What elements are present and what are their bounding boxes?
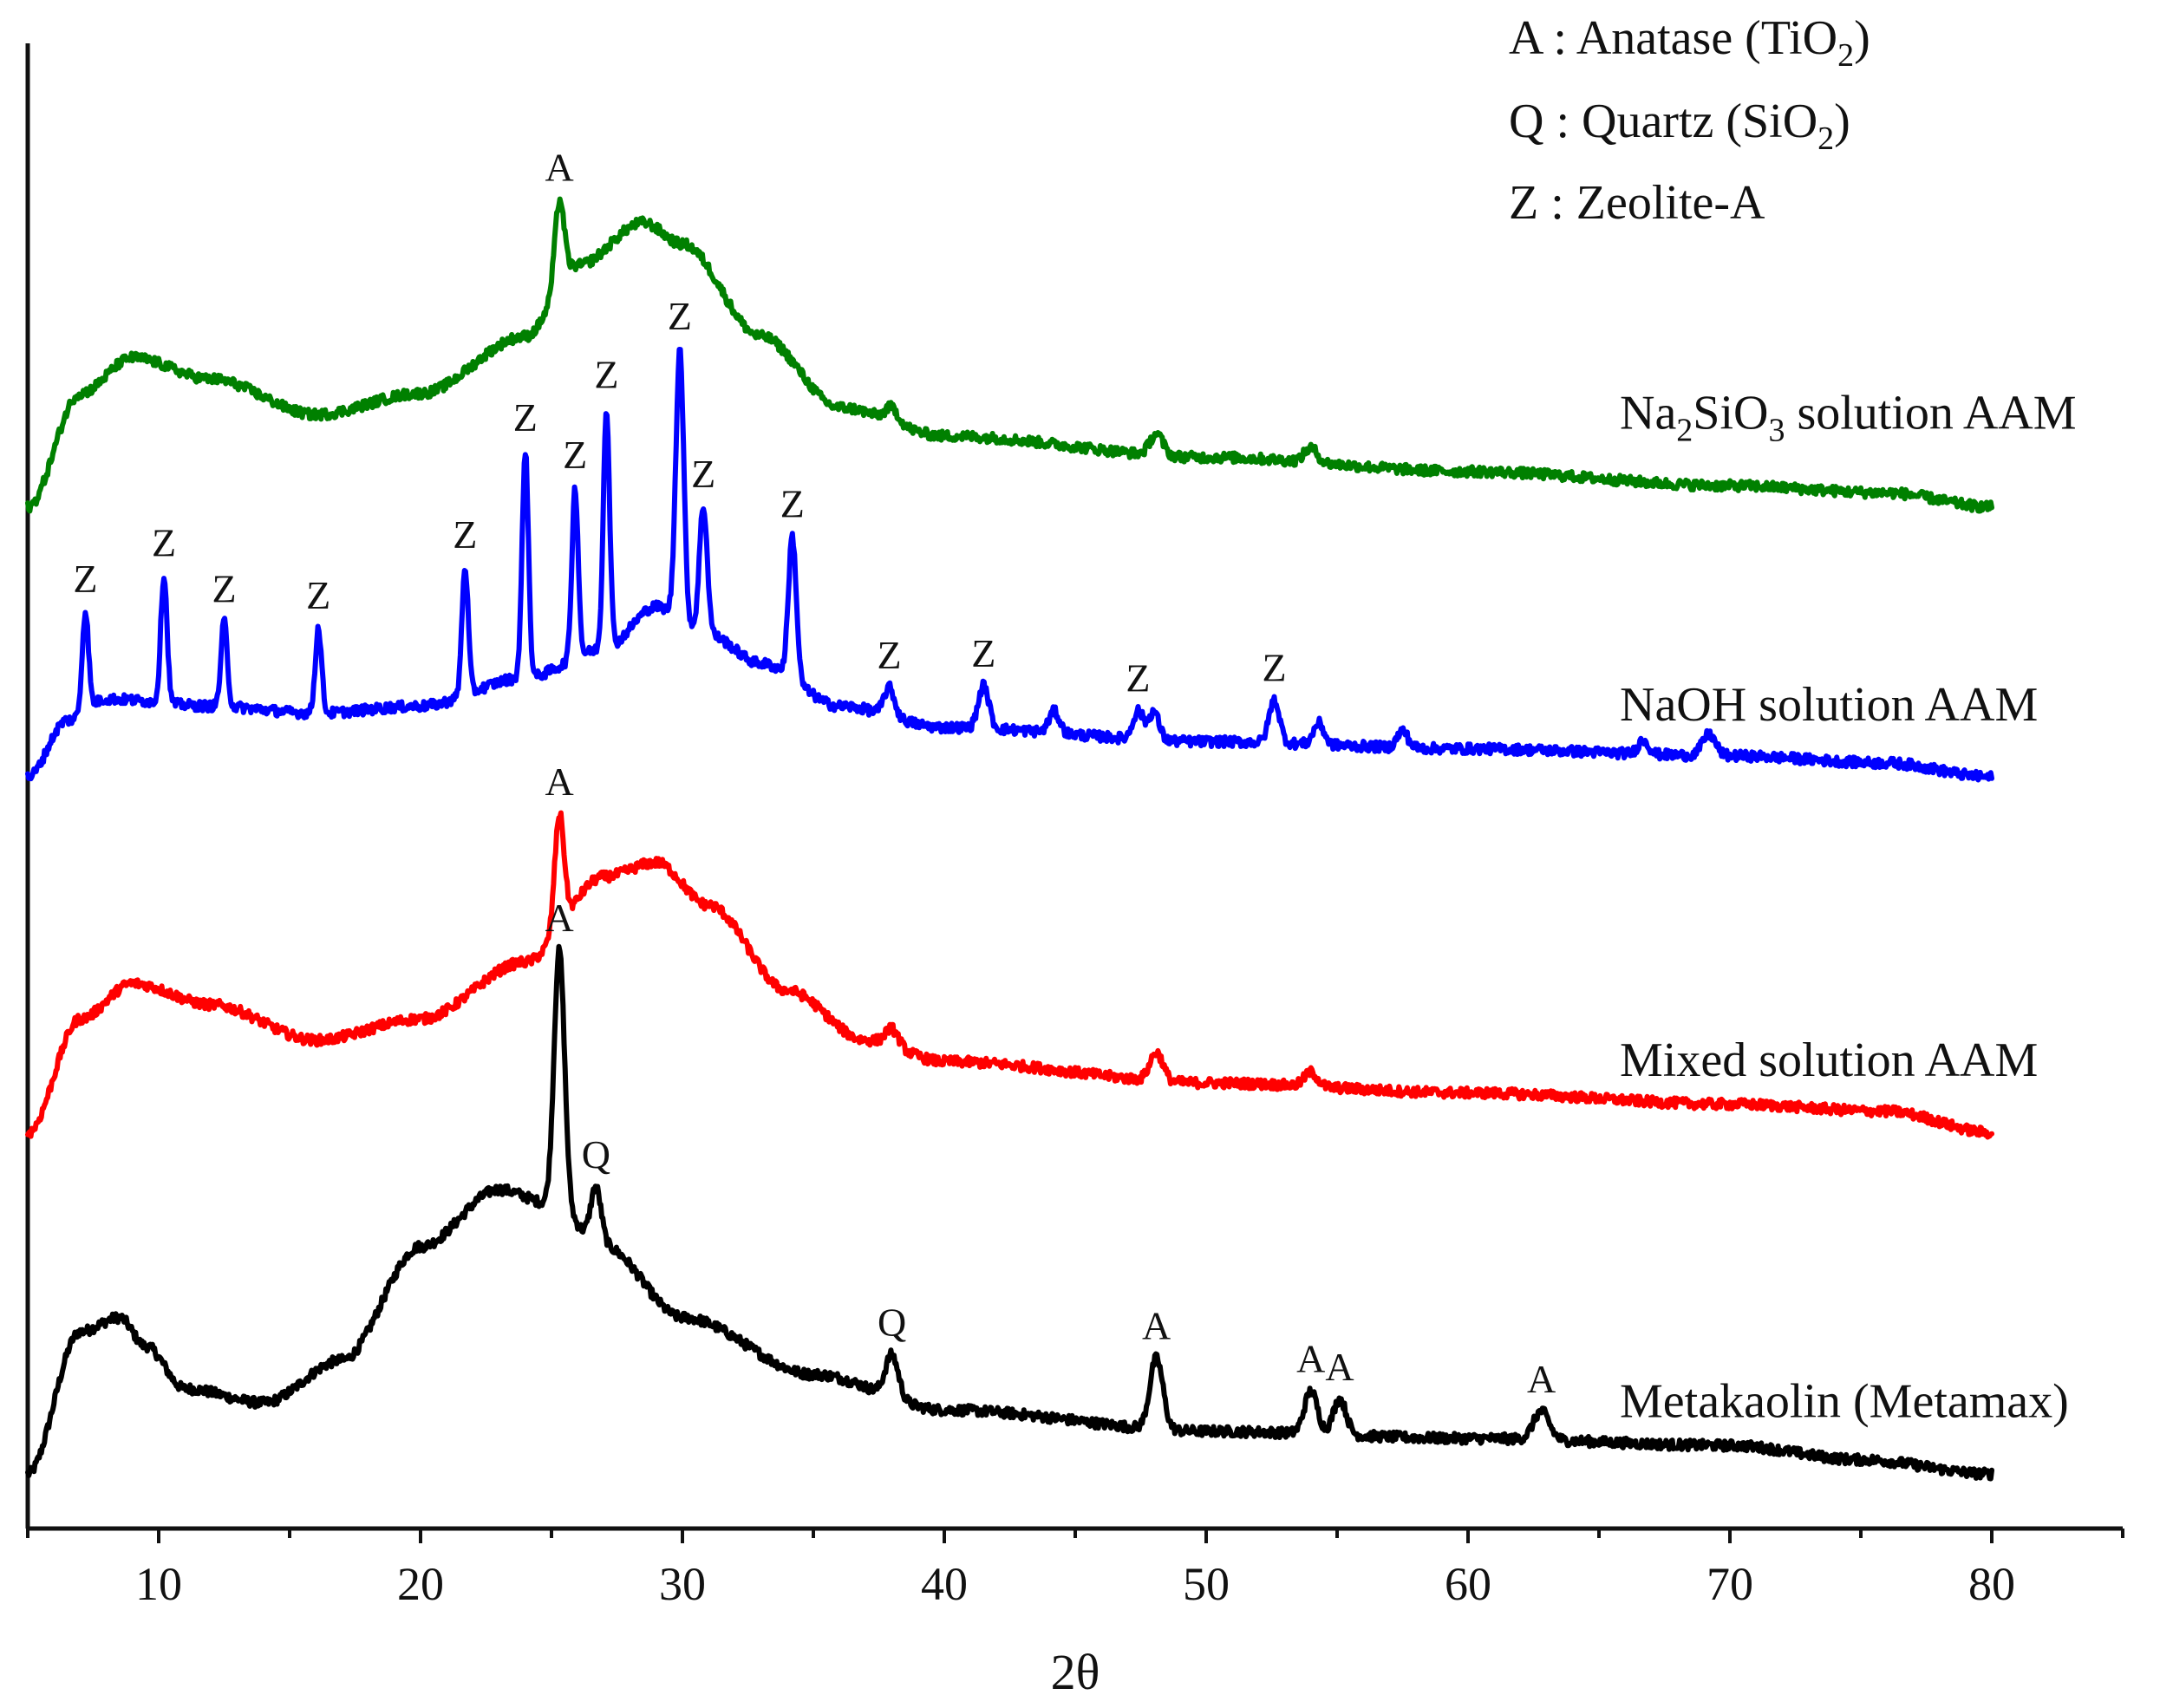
peak-label-metakaolin-0: A	[545, 896, 573, 940]
axes: 10 20 30 40 50 60 70 80 2θ	[25, 43, 2124, 1700]
peak-label-naoh-7: Z	[594, 353, 618, 397]
series-label-naoh: NaOH solution AAM	[1620, 678, 2038, 732]
series-label-metakaolin: Metakaolin (Metamax)	[1620, 1374, 2069, 1428]
x-tick-label-30: 30	[659, 1558, 706, 1610]
peak-label-naoh-0: Z	[73, 557, 97, 601]
peak-label-naoh-11: Z	[878, 633, 902, 677]
peak-label-metakaolin-3: A	[1142, 1303, 1171, 1347]
peak-label-metakaolin-1: Q	[582, 1132, 610, 1177]
legend-entry-a: A : Anatase (TiO2)	[1509, 11, 1870, 74]
legend-entry-q: Q : Quartz (SiO2)	[1509, 95, 1850, 157]
trace-naoh	[25, 347, 1994, 783]
peak-label-mixed-0: A	[545, 759, 573, 804]
peak-label-naoh-3: Z	[306, 573, 330, 617]
peak-label-metakaolin-6: A	[1527, 1357, 1556, 1401]
peak-label-metakaolin-2: Q	[878, 1301, 906, 1345]
legend-entry-z: Z : Zeolite-A	[1509, 176, 1765, 230]
legend: A : Anatase (TiO2) Q : Quartz (SiO2) Z : Z…	[1509, 11, 1870, 230]
trace-na2sio3	[25, 196, 1994, 514]
peak-label-naoh-12: Z	[971, 631, 995, 675]
series-label-mixed: Mixed solution AAM	[1620, 1033, 2038, 1087]
x-tick-label-40: 40	[921, 1558, 968, 1610]
peak-label-naoh-5: Z	[513, 395, 538, 440]
x-tick-label-20: 20	[397, 1558, 444, 1610]
peak-label-metakaolin-5: A	[1325, 1345, 1354, 1389]
peak-label-naoh-10: Z	[780, 482, 805, 526]
x-ticks: 10 20 30 40 50 60 70 80	[26, 1529, 2124, 1610]
x-tick-label-50: 50	[1183, 1558, 1230, 1610]
peak-label-naoh-2: Z	[212, 566, 236, 610]
peak-label-naoh-13: Z	[1126, 655, 1150, 700]
trace-mixed	[25, 810, 1994, 1140]
x-axis-title: 2θ	[1051, 1644, 1100, 1700]
peak-label-metakaolin-4: A	[1296, 1336, 1325, 1380]
series-label-na2sio3: Na2SiO3 solution AAM	[1620, 387, 2077, 449]
peak-label-naoh-1: Z	[152, 520, 176, 564]
series-labels: Metakaolin (Metamax) Mixed solution AAM Na…	[1620, 387, 2077, 1429]
peak-label-naoh-8: Z	[668, 294, 692, 338]
peak-label-naoh-14: Z	[1262, 646, 1286, 690]
trace-metakaolin	[25, 943, 1994, 1482]
x-tick-label-10: 10	[135, 1558, 182, 1610]
peak-label-na2sio3-0: A	[545, 146, 573, 190]
traces	[25, 196, 1994, 1482]
peak-label-naoh-9: Z	[691, 452, 715, 496]
x-tick-label-70: 70	[1706, 1558, 1753, 1610]
peak-label-naoh-4: Z	[453, 512, 477, 557]
x-tick-label-80: 80	[1968, 1558, 2015, 1610]
x-tick-label-60: 60	[1445, 1558, 1491, 1610]
peak-label-naoh-6: Z	[563, 433, 587, 477]
